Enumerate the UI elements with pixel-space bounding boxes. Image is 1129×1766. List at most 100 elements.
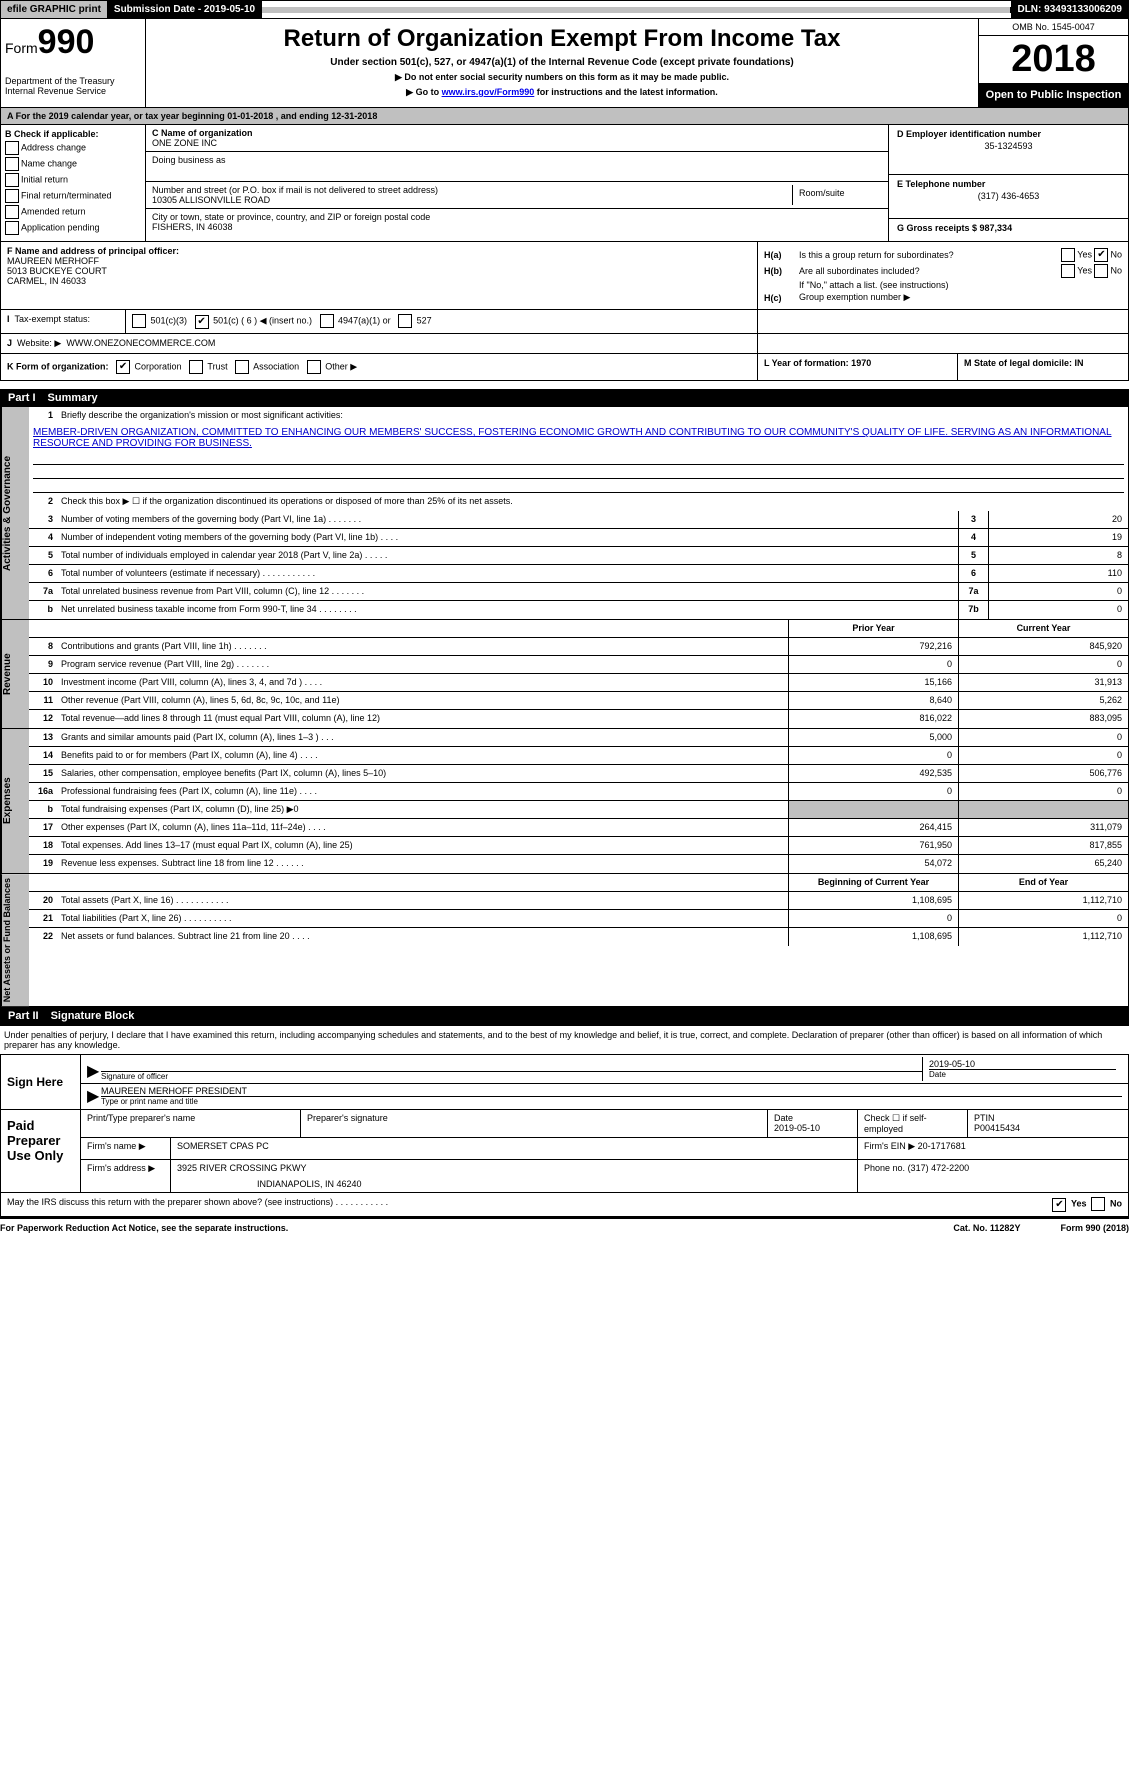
phone-label: E Telephone number	[897, 179, 1120, 189]
summary-row: 4Number of independent voting members of…	[29, 529, 1128, 547]
summary-row: 16aProfessional fundraising fees (Part I…	[29, 783, 1128, 801]
discuss-row: May the IRS discuss this return with the…	[0, 1193, 1129, 1216]
period-row: A For the 2019 calendar year, or tax yea…	[0, 108, 1129, 125]
instruction-2: ▶ Go to www.irs.gov/Form990 for instruct…	[152, 87, 972, 98]
omb-number: OMB No. 1545-0047	[979, 19, 1128, 36]
officer-name: MAUREEN MERHOFF	[7, 256, 751, 266]
summary-row: 22Net assets or fund balances. Subtract …	[29, 928, 1128, 946]
summary-row: 13Grants and similar amounts paid (Part …	[29, 729, 1128, 747]
discuss-text: May the IRS discuss this return with the…	[7, 1197, 388, 1211]
dln: DLN: 93493133006209	[1011, 1, 1128, 18]
prep-sig-header: Preparer's signature	[301, 1110, 768, 1137]
b-header: B Check if applicable:	[5, 129, 141, 139]
summary-row: 11Other revenue (Part VIII, column (A), …	[29, 692, 1128, 710]
prep-check[interactable]: Check ☐ if self-employed	[858, 1110, 968, 1137]
part1-title: Summary	[48, 392, 98, 404]
year-formation: L Year of formation: 1970	[764, 358, 871, 368]
k-form-org[interactable]: K Form of organization: Corporation Trus…	[1, 354, 758, 380]
form-number: 990	[38, 23, 95, 61]
column-b: B Check if applicable: Address change Na…	[1, 125, 146, 241]
officer-addr: 5013 BUCKEYE COURT	[7, 266, 751, 276]
summary-row: 18Total expenses. Add lines 13–17 (must …	[29, 837, 1128, 855]
phone-value: (317) 436-4653	[897, 191, 1120, 201]
org-name: ONE ZONE INC	[152, 138, 882, 148]
netassets-label: Net Assets or Fund Balances	[1, 874, 29, 1006]
penalty-text: Under penalties of perjury, I declare th…	[0, 1025, 1129, 1054]
dba-label: Doing business as	[152, 155, 882, 165]
activities-governance: Activities & Governance 1Briefly describ…	[0, 407, 1129, 620]
check-name[interactable]: Name change	[5, 157, 141, 171]
prep-date-header: Date	[774, 1113, 851, 1123]
form-word: Form	[5, 40, 38, 56]
summary-row: 8Contributions and grants (Part VIII, li…	[29, 638, 1128, 656]
form-header: Form990 Department of the Treasury Inter…	[0, 19, 1129, 108]
check-final[interactable]: Final return/terminated	[5, 189, 141, 203]
summary-row: 19Revenue less expenses. Subtract line 1…	[29, 855, 1128, 873]
tax-status-options[interactable]: 501(c)(3) 501(c) ( 6 ) ◀ (insert no.) 49…	[126, 310, 758, 332]
summary-row: bTotal fundraising expenses (Part IX, co…	[29, 801, 1128, 819]
firm-ein-label: Firm's EIN ▶	[864, 1141, 915, 1151]
prep-date: 2019-05-10	[774, 1123, 851, 1133]
line1-label: Briefly describe the organization's miss…	[57, 407, 1128, 425]
hc-label: H(c)	[764, 293, 799, 303]
irs-link[interactable]: www.irs.gov/Form990	[442, 87, 535, 97]
sig-date-label: Date	[929, 1070, 1116, 1079]
end-year-header: End of Year	[958, 874, 1128, 891]
summary-row: 12Total revenue—add lines 8 through 11 (…	[29, 710, 1128, 728]
j-label: J	[7, 338, 12, 348]
gross-receipts: G Gross receipts $ 987,334	[897, 223, 1120, 233]
part1-header: Part I Summary	[0, 389, 1129, 407]
activities-label: Activities & Governance	[1, 407, 29, 619]
firm-name-label: Firm's name ▶	[81, 1138, 171, 1159]
efile-label: efile GRAPHIC print	[1, 1, 108, 18]
tax-status-label: Tax-exempt status:	[15, 314, 91, 324]
summary-row: 6Total number of volunteers (estimate if…	[29, 565, 1128, 583]
sig-name-label: Type or print name and title	[101, 1097, 1122, 1106]
part2-num: Part II	[8, 1010, 39, 1022]
summary-row: 21Total liabilities (Part X, line 26) . …	[29, 910, 1128, 928]
section-bcd: B Check if applicable: Address change Na…	[0, 125, 1129, 242]
hb-yesno[interactable]: Yes No	[1061, 264, 1122, 278]
ha-yesno[interactable]: Yes No	[1061, 248, 1122, 262]
column-c: C Name of organization ONE ZONE INC Doin…	[146, 125, 888, 241]
subtitle: Under section 501(c), 527, or 4947(a)(1)…	[152, 57, 972, 68]
signature-block: Sign Here ▶ Signature of officer 2019-05…	[0, 1054, 1129, 1110]
street-address: 10305 ALLISONVILLE ROAD	[152, 195, 792, 205]
department: Department of the Treasury Internal Reve…	[5, 76, 141, 96]
check-address[interactable]: Address change	[5, 141, 141, 155]
firm-phone: (317) 472-2200	[908, 1163, 970, 1173]
part2-header: Part II Signature Block	[0, 1007, 1129, 1025]
ptin-value: P00415434	[974, 1123, 1122, 1133]
hb-note: If "No," attach a list. (see instruction…	[799, 280, 948, 290]
ptin-label: PTIN	[974, 1113, 1122, 1123]
sig-name: MAUREEN MERHOFF PRESIDENT	[101, 1086, 1122, 1097]
check-amended[interactable]: Amended return	[5, 205, 141, 219]
summary-row: 17Other expenses (Part IX, column (A), l…	[29, 819, 1128, 837]
ha-label: H(a)	[764, 250, 799, 260]
open-public: Open to Public Inspection	[979, 83, 1128, 107]
hc-continued	[758, 310, 1128, 332]
i-label: I	[7, 314, 10, 324]
section-fh: F Name and address of principal officer:…	[0, 242, 1129, 310]
check-initial[interactable]: Initial return	[5, 173, 141, 187]
summary-row: 20Total assets (Part X, line 16) . . . .…	[29, 892, 1128, 910]
check-pending[interactable]: Application pending	[5, 221, 141, 235]
website-value: WWW.ONEZONECOMMERCE.COM	[66, 338, 215, 348]
revenue-label: Revenue	[1, 620, 29, 728]
room-suite: Room/suite	[792, 185, 882, 205]
discuss-yesno[interactable]: Yes No	[1052, 1197, 1122, 1211]
summary-row: bNet unrelated business taxable income f…	[29, 601, 1128, 619]
column-deg: D Employer identification number 35-1324…	[888, 125, 1128, 241]
footer-left: For Paperwork Reduction Act Notice, see …	[0, 1223, 288, 1233]
top-bar: efile GRAPHIC print Submission Date - 20…	[0, 0, 1129, 19]
firm-ein: 20-1717681	[918, 1141, 966, 1151]
footer-center: Cat. No. 11282Y	[953, 1223, 1020, 1233]
summary-row: 9Program service revenue (Part VIII, lin…	[29, 656, 1128, 674]
footer: For Paperwork Reduction Act Notice, see …	[0, 1217, 1129, 1237]
expenses-section: Expenses 13Grants and similar amounts pa…	[0, 729, 1129, 874]
website-label: Website: ▶	[17, 338, 61, 348]
summary-row: 14Benefits paid to or for members (Part …	[29, 747, 1128, 765]
summary-row: 3Number of voting members of the governi…	[29, 511, 1128, 529]
footer-right: Form 990 (2018)	[1060, 1223, 1129, 1233]
arrow-icon: ▶	[87, 1086, 101, 1106]
